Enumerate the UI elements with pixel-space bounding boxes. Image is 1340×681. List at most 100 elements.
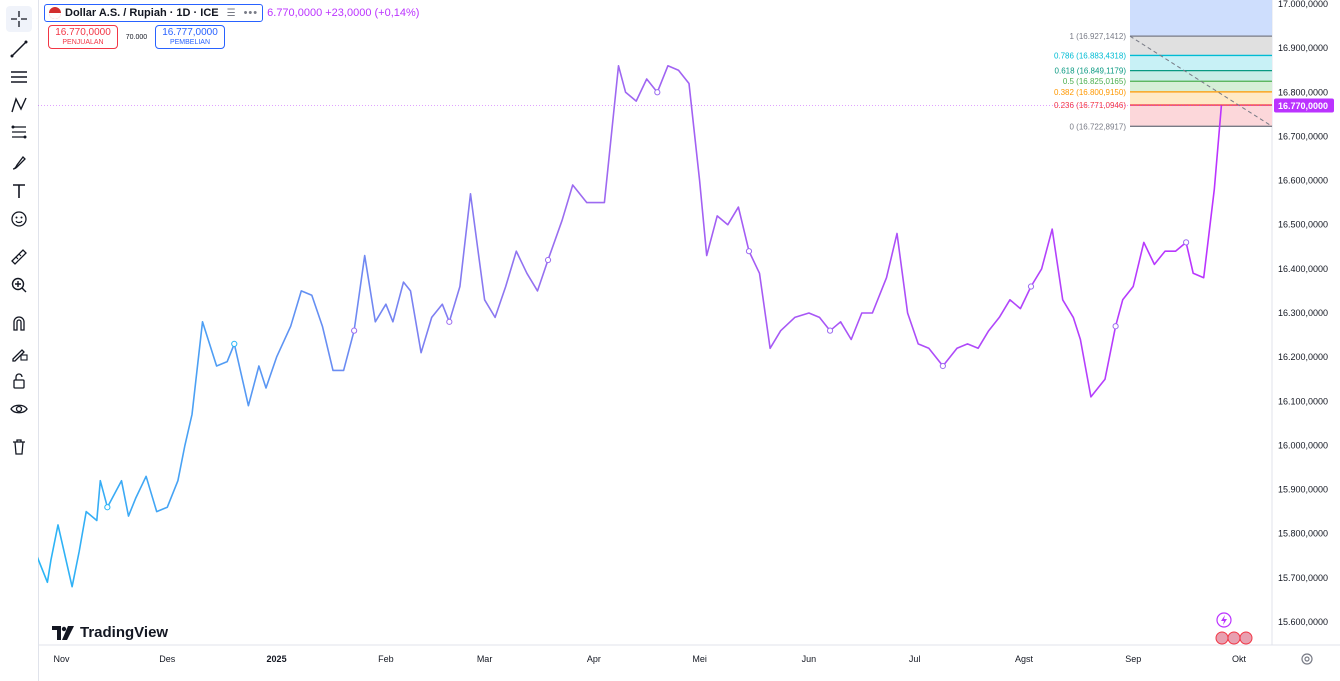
price-point xyxy=(727,224,729,226)
price-point xyxy=(290,325,292,327)
event-marker[interactable] xyxy=(745,248,753,255)
price-point xyxy=(819,317,821,319)
buy-button[interactable]: 16.777,0000 PEMBELIAN xyxy=(155,25,225,49)
price-point xyxy=(1104,378,1106,380)
trend-line-tool[interactable] xyxy=(6,36,32,62)
price-point xyxy=(998,317,1000,319)
event-marker[interactable] xyxy=(939,362,946,370)
compare-icon[interactable]: ☰ xyxy=(226,7,236,19)
x-tick-label: Feb xyxy=(378,654,394,664)
price-point xyxy=(738,206,740,208)
event-marker[interactable] xyxy=(654,89,661,96)
more-icon[interactable]: ••• xyxy=(243,7,259,19)
price-point xyxy=(177,480,179,482)
price-point xyxy=(343,370,345,372)
price-point xyxy=(1073,317,1075,319)
price-point xyxy=(1192,272,1194,274)
fib-trend-line[interactable] xyxy=(1129,35,1273,127)
price-point xyxy=(226,361,228,363)
event-marker[interactable] xyxy=(1112,323,1119,330)
price-chart[interactable]: 1 (16.927,1412) 0.786 (16.883,4318) 0.618 … xyxy=(38,0,1340,681)
price-point xyxy=(420,352,422,354)
price-point xyxy=(265,387,267,389)
horizontal-lines-tool[interactable] xyxy=(6,64,32,90)
buy-value: 16.777,0000 xyxy=(162,27,218,38)
price-point xyxy=(1020,308,1022,310)
settings-icon[interactable] xyxy=(1300,652,1314,666)
price-point xyxy=(850,339,852,341)
event-marker[interactable] xyxy=(351,327,358,334)
y-tick-label: 16.300,0000 xyxy=(1278,308,1328,318)
price-point xyxy=(470,193,472,195)
price-point xyxy=(1164,250,1166,252)
event-marker[interactable] xyxy=(544,256,552,264)
fib-level-label: 0.5 (16.825,0165) xyxy=(1063,77,1126,86)
event-marker[interactable] xyxy=(231,340,238,347)
fib-zone xyxy=(1130,55,1272,71)
price-point xyxy=(364,255,366,257)
trend-line-icon xyxy=(10,40,28,58)
pattern-tool[interactable] xyxy=(6,92,32,118)
fib-zone xyxy=(1130,36,1272,56)
pattern-icon xyxy=(11,97,27,113)
unlock-tool[interactable] xyxy=(6,368,32,394)
price-point xyxy=(780,330,782,332)
zoom-in-tool[interactable] xyxy=(6,272,32,298)
price-point xyxy=(956,348,958,350)
price-point xyxy=(1132,286,1134,288)
zoom-in-icon xyxy=(11,277,27,293)
price-point xyxy=(907,312,909,314)
x-tick-label: Des xyxy=(159,654,176,664)
price-point xyxy=(896,233,898,235)
crosshair-tool[interactable] xyxy=(6,6,32,32)
price-point xyxy=(667,65,669,67)
x-tick-label: Nov xyxy=(54,654,71,664)
price-change: 6.770,0000 +23,0000 (+0,14%) xyxy=(267,7,420,19)
x-tick-label: Mar xyxy=(477,654,493,664)
lock-drawing-tool[interactable] xyxy=(6,340,32,366)
price-point xyxy=(494,317,496,319)
magnet-tool[interactable] xyxy=(6,310,32,336)
tradingview-logo: TradingView xyxy=(52,624,168,641)
event-marker[interactable] xyxy=(1027,283,1035,290)
price-point xyxy=(861,312,863,314)
symbol-selector[interactable]: Dollar A.S. / Rupiah · 1D · ICE ☰ ••• xyxy=(44,4,264,22)
price-point xyxy=(572,184,574,186)
price-point xyxy=(526,272,528,274)
fib-zone xyxy=(1130,91,1272,106)
x-tick-label: Apr xyxy=(587,654,601,664)
event-marker[interactable] xyxy=(1183,239,1190,246)
price-series-line[interactable] xyxy=(38,65,1223,588)
x-tick-label: Mei xyxy=(692,654,707,664)
price-point xyxy=(988,330,990,332)
brush-tool[interactable] xyxy=(6,150,32,176)
sell-button[interactable]: 16.770,0000 PENJUALAN xyxy=(48,25,118,49)
magnet-icon xyxy=(13,316,25,331)
price-point xyxy=(604,202,606,204)
trash-tool[interactable] xyxy=(6,434,32,460)
text-tool[interactable] xyxy=(6,178,32,204)
fib-level-label: 0.236 (16.771,0946) xyxy=(1054,101,1126,110)
y-tick-label: 16.600,0000 xyxy=(1278,176,1328,186)
quote-panel: 16.770,0000 PENJUALAN 70.000 16.777,0000… xyxy=(48,25,225,49)
price-point xyxy=(699,180,701,182)
price-point xyxy=(477,246,479,248)
price-point xyxy=(202,321,204,323)
lightning-glyph xyxy=(1221,615,1227,625)
fib-tool[interactable] xyxy=(6,120,32,146)
price-point xyxy=(1122,299,1124,301)
price-point xyxy=(769,348,771,350)
price-point xyxy=(515,250,517,252)
eye-tool[interactable] xyxy=(6,396,32,422)
price-point xyxy=(1062,299,1064,301)
price-point xyxy=(258,365,260,367)
event-marker[interactable] xyxy=(446,318,453,325)
y-tick-label: 16.800,0000 xyxy=(1278,87,1328,97)
price-point xyxy=(977,348,979,350)
emoji-tool[interactable] xyxy=(6,206,32,232)
price-point xyxy=(100,480,102,482)
price-point xyxy=(248,405,250,407)
ruler-tool[interactable] xyxy=(6,244,32,270)
event-marker[interactable] xyxy=(104,504,111,511)
event-marker[interactable] xyxy=(826,327,834,334)
